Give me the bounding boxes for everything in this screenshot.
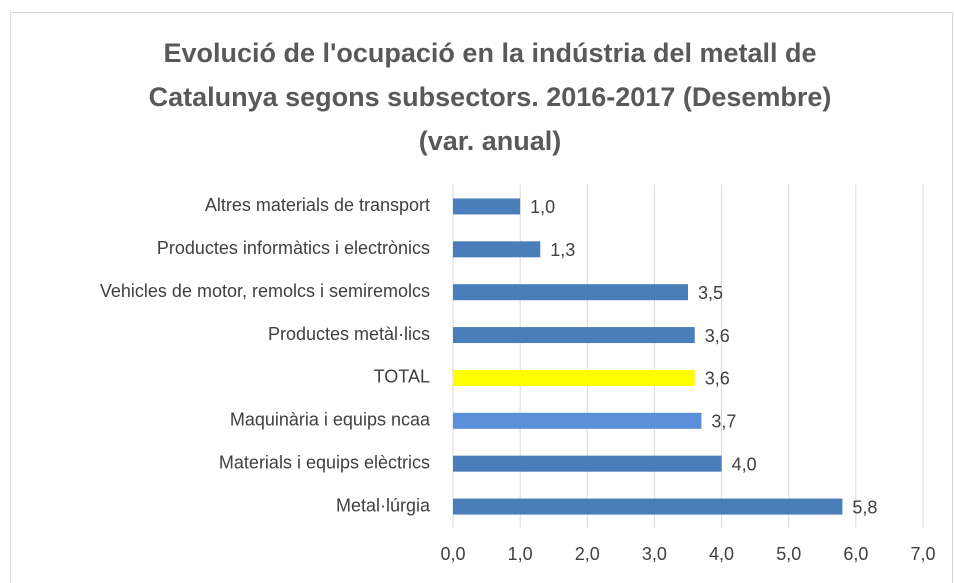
- value-label: 5,8: [852, 497, 877, 517]
- value-label: 3,7: [711, 412, 736, 432]
- value-label: 1,3: [550, 240, 575, 260]
- x-tick-label: 4,0: [709, 544, 734, 564]
- y-tick-label: Vehicles de motor, remolcs i semiremolcs: [100, 281, 430, 301]
- value-label: 3,6: [705, 326, 730, 346]
- chart-title: Evolució de l'ocupació en la indústria d…: [163, 38, 816, 68]
- bar: [453, 412, 702, 429]
- x-tick-label: 5,0: [776, 544, 801, 564]
- x-tick-label: 3,0: [642, 544, 667, 564]
- y-tick-label: Metal·lúrgia: [336, 495, 431, 515]
- bar: [453, 498, 843, 515]
- x-tick-label: 2,0: [575, 544, 600, 564]
- bar: [453, 198, 521, 215]
- x-tick-label: 7,0: [910, 544, 935, 564]
- x-tick-label: 0,0: [440, 544, 465, 564]
- y-tick-label: Altres materials de transport: [205, 195, 430, 215]
- chart-frame: [10, 12, 953, 583]
- bar: [453, 241, 541, 258]
- y-tick-label: Materials i equips elèctrics: [219, 452, 430, 472]
- value-label: 3,6: [705, 369, 730, 389]
- value-label: 4,0: [732, 454, 757, 474]
- y-tick-label: Productes metàl·lics: [268, 324, 430, 344]
- x-tick-label: 6,0: [843, 544, 868, 564]
- value-label: 3,5: [698, 283, 723, 303]
- bar: [453, 455, 722, 472]
- value-label: 1,0: [530, 197, 555, 217]
- x-tick-label: 1,0: [508, 544, 533, 564]
- y-tick-label: Maquinària i equips ncaa: [230, 410, 431, 430]
- y-tick-label: Productes informàtics i electrònics: [157, 238, 430, 258]
- bar: [453, 369, 695, 386]
- y-tick-label: TOTAL: [374, 367, 430, 387]
- chart-title: Catalunya segons subsectors. 2016-2017 (…: [149, 82, 832, 112]
- chart-title: (var. anual): [419, 126, 562, 156]
- bar: [453, 327, 695, 344]
- bar: [453, 284, 688, 301]
